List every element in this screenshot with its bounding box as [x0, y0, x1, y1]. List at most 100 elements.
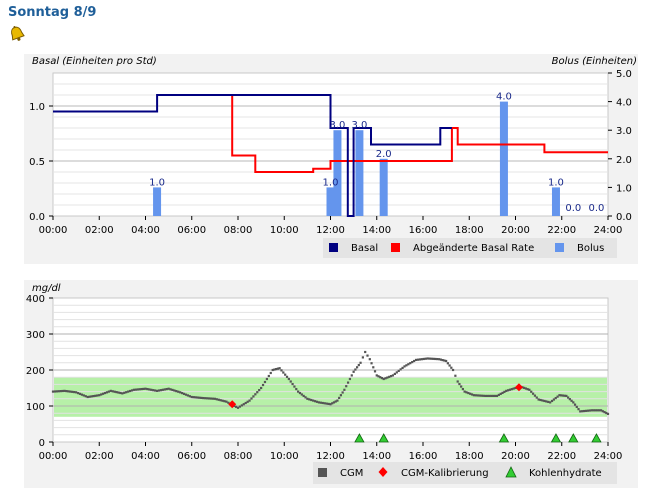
cgm-point — [194, 396, 197, 399]
cgm-point — [246, 400, 249, 403]
cgm-point — [539, 398, 542, 402]
x-tick-label: 08:00 — [224, 451, 253, 462]
cgm-point — [346, 381, 350, 384]
cgm-point — [508, 388, 512, 391]
cgm-point — [142, 387, 145, 390]
cgm-point — [531, 392, 535, 395]
cgm-point — [94, 394, 97, 397]
cgm-point — [561, 394, 565, 397]
cgm-point — [558, 394, 561, 397]
cgm-point — [202, 396, 205, 400]
x-tick-label: 10:00 — [270, 225, 299, 236]
cgm-point — [258, 389, 261, 392]
x-tick-label: 00:00 — [39, 225, 68, 236]
cgm-point — [134, 388, 137, 391]
cgm-point — [386, 376, 389, 379]
y2-tick-label: 3.0 — [616, 126, 632, 137]
cgm-point — [184, 393, 188, 396]
cgm-point — [265, 377, 269, 381]
cgm-point — [165, 387, 168, 391]
cgm-point — [115, 391, 118, 394]
cgm-point — [373, 370, 377, 373]
cgm-point — [280, 369, 283, 372]
cgm-point — [207, 397, 211, 400]
cgm-point — [121, 392, 124, 395]
bolus-value-label: 1.0 — [548, 177, 564, 188]
cgm-point — [583, 409, 586, 413]
carbs-marker — [354, 433, 365, 443]
cgm-point — [454, 374, 457, 377]
cgm-point — [507, 389, 510, 392]
cgm-point — [204, 397, 207, 400]
legend-swatch-carbs — [505, 466, 517, 478]
cgm-point — [482, 394, 485, 397]
cgm-point — [448, 364, 451, 367]
cgm-point — [287, 377, 290, 381]
cgm-point — [389, 375, 393, 378]
cgm-point — [451, 368, 455, 372]
legend-label-calibration: CGM-Kalibrierung — [401, 468, 489, 479]
bolus-bar — [499, 101, 508, 216]
x-tick-label: 22:00 — [547, 451, 576, 462]
cgm-point — [490, 394, 493, 398]
calibration-marker — [514, 383, 523, 392]
cgm-point — [350, 374, 353, 377]
cgm-point — [601, 410, 604, 413]
cgm-point — [357, 363, 360, 367]
cgm-point — [150, 388, 153, 391]
cgm-point — [71, 390, 74, 393]
page-title: Sonntag 8/9 — [8, 5, 97, 20]
bolus-y-axis-title: Bolus (Einheiten) — [552, 56, 637, 67]
cgm-point — [295, 387, 298, 391]
cgm-point — [159, 389, 163, 392]
cgm-point — [596, 409, 599, 412]
cgm-point — [284, 373, 287, 376]
cgm-point — [405, 364, 408, 367]
cgm-point — [285, 375, 289, 378]
x-tick-label: 16:00 — [409, 451, 438, 462]
cgm-point — [438, 358, 441, 361]
cgm-point — [119, 391, 122, 395]
cgm-point — [403, 365, 406, 368]
legend-swatch-calibration — [378, 467, 388, 477]
bolus-value-label: 0.0 — [588, 203, 604, 214]
carbs-marker — [378, 433, 389, 443]
x-tick-label: 06:00 — [177, 451, 206, 462]
cgm-point — [267, 374, 270, 378]
cgm-point — [372, 366, 375, 369]
cgm-point — [167, 387, 170, 390]
cgm-point — [469, 392, 472, 395]
cgm-point — [152, 389, 155, 392]
cgm-point — [175, 390, 178, 393]
cgm-point — [192, 396, 195, 399]
y2-tick-label: 2.0 — [616, 155, 632, 166]
cgm-point — [302, 394, 305, 398]
cgm-point — [113, 390, 116, 393]
cgm-point — [382, 377, 385, 381]
cgm-point — [261, 383, 265, 387]
cgm-point — [439, 358, 443, 361]
cgm-point — [413, 359, 416, 363]
cgm-point — [306, 397, 309, 400]
legend-label-basal: Basal — [351, 243, 378, 254]
cgm-point — [354, 368, 357, 371]
cgm-point — [315, 400, 319, 403]
cgm-point — [308, 398, 311, 401]
cgm-point — [260, 386, 263, 390]
cgm-point — [379, 376, 382, 379]
basal-x-axis: 00:00 02:00 04:00 06:00 08:00 10:00 12:00 14:00… — [39, 216, 622, 236]
cgm-legend: CGM CGM-Kalibrierung Kohlenhydrate — [313, 462, 617, 484]
cgm-point — [556, 395, 559, 398]
cgm-point — [181, 392, 184, 395]
cgm-point — [478, 394, 481, 397]
cgm-point — [545, 400, 548, 403]
cgm-point — [76, 392, 80, 395]
cgm-point — [240, 404, 243, 407]
cgm-point — [293, 385, 296, 388]
bolus-value-label: 3.0 — [351, 120, 367, 131]
bell-icon[interactable] — [7, 24, 27, 44]
cgm-point — [103, 391, 107, 395]
cgm-point — [552, 398, 555, 401]
cgm-point — [154, 389, 157, 392]
cgm-point — [606, 412, 610, 416]
